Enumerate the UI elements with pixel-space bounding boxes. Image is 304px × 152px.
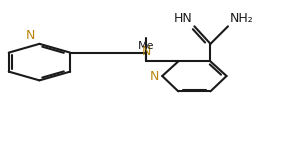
Text: N: N [150, 69, 159, 83]
Text: N: N [141, 45, 151, 59]
Text: HN: HN [174, 12, 193, 25]
Text: N: N [26, 29, 35, 42]
Text: NH₂: NH₂ [230, 12, 253, 25]
Text: Me: Me [138, 41, 154, 51]
